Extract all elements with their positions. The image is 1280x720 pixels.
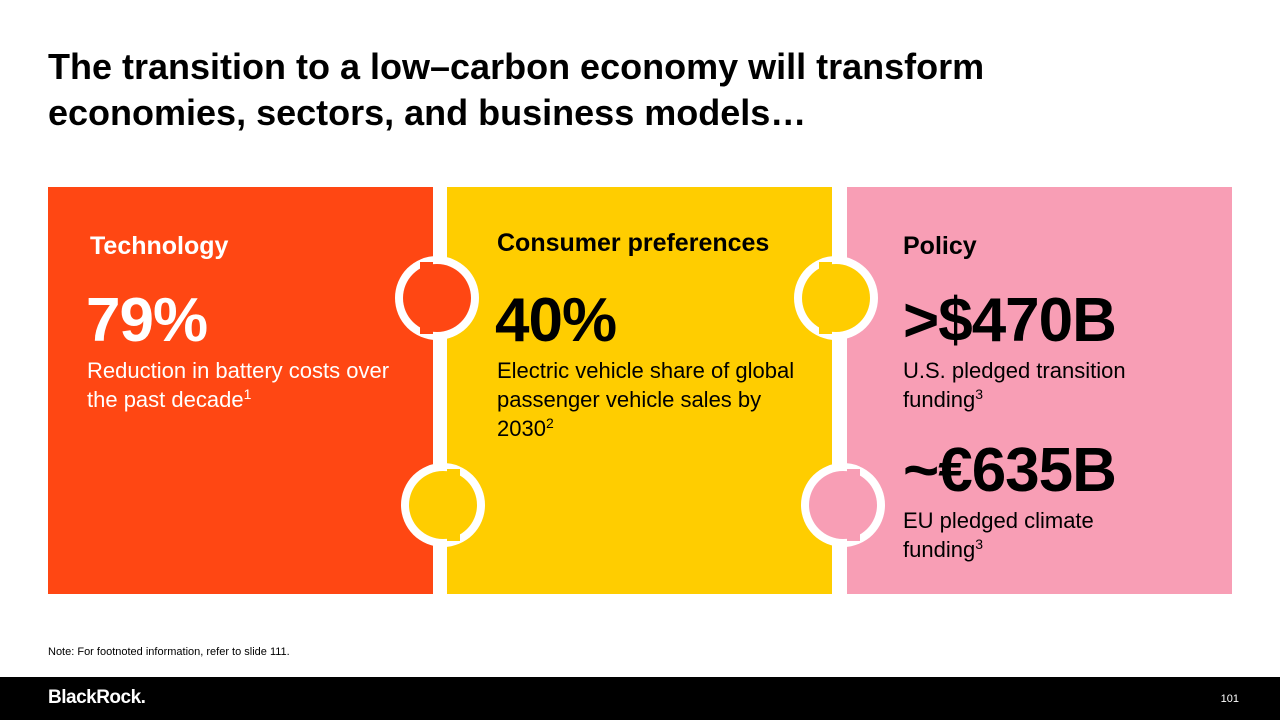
panel-stat: 40% — [495, 286, 617, 355]
panel-description: Reduction in battery costs over the past… — [87, 356, 397, 414]
description-text: Reduction in battery costs over the past… — [87, 358, 390, 412]
footnote-mark: 3 — [975, 536, 983, 552]
footnote-mark: 3 — [975, 386, 983, 402]
panel-stat: >$470B — [903, 286, 1117, 355]
panel-heading: Consumer preferences — [497, 229, 770, 257]
panel-stat: ~€635B — [903, 436, 1117, 505]
title-line: The transition to a low–carbon economy w… — [48, 46, 985, 87]
panel-description: Electric vehicle share of global passeng… — [497, 356, 797, 443]
panel-description: U.S. pledged transition funding3 — [903, 356, 1143, 414]
brand: BlackRock. — [48, 687, 146, 708]
description-text: Electric vehicle share of global passeng… — [497, 358, 795, 441]
description-text: U.S. pledged transition funding — [903, 358, 1126, 412]
panel-heading: Policy — [903, 232, 977, 260]
note: Note: For footnoted information, refer t… — [48, 646, 290, 658]
page-number: 101 — [1220, 693, 1239, 705]
panel-description: EU pledged climate funding3 — [903, 506, 1143, 564]
footnote-mark: 2 — [545, 415, 554, 431]
description-text: EU pledged climate funding — [903, 508, 1094, 562]
footnote-mark: 1 — [243, 386, 252, 402]
title-line: economies, sectors, and business models… — [48, 92, 807, 133]
slide-title: The transition to a low–carbon economy w… — [48, 44, 984, 136]
panel-stat: 79% — [86, 286, 208, 355]
panel-heading: Technology — [90, 232, 229, 260]
